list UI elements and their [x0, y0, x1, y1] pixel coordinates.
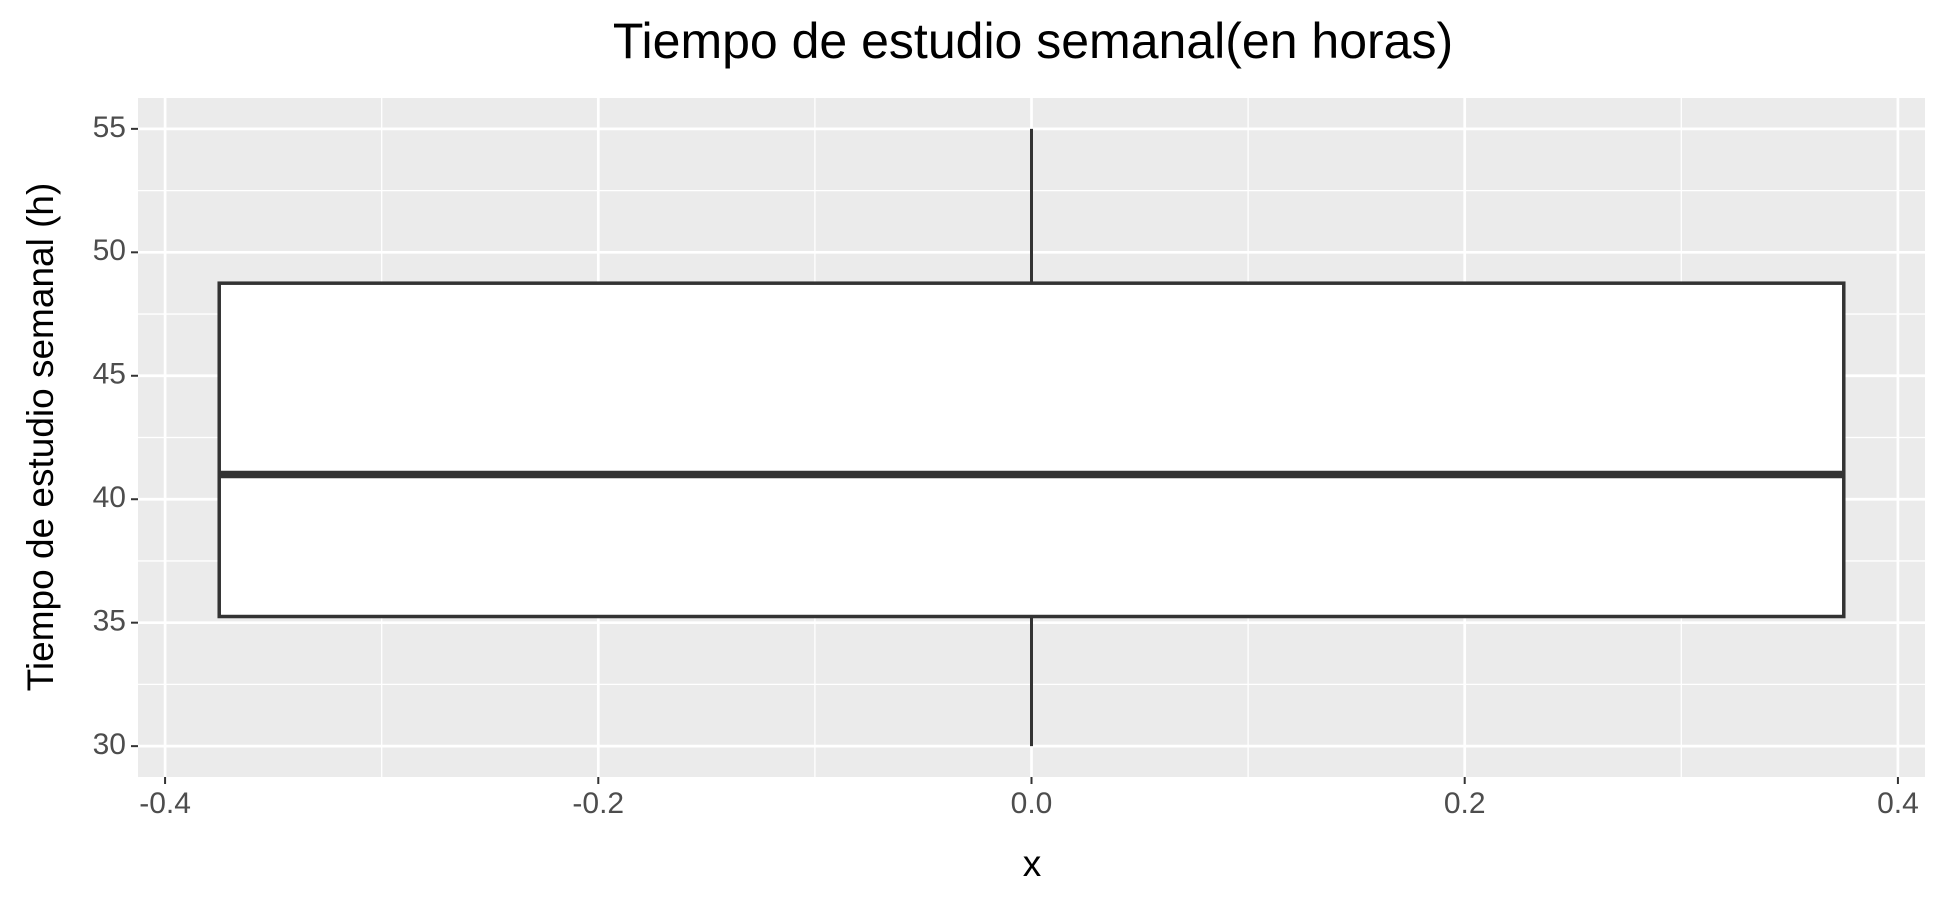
x-axis-title: x [1023, 843, 1042, 884]
x-tick-label: 0.4 [1877, 787, 1919, 820]
box [217, 281, 1846, 619]
x-tick-label: -0.4 [139, 787, 191, 820]
y-tick-label: 40 [93, 481, 126, 514]
x-tick-label: 0.2 [1444, 787, 1486, 820]
y-tick-label: 55 [93, 111, 126, 144]
y-tick-label: 35 [93, 605, 126, 638]
y-tick-label: 45 [93, 358, 126, 391]
y-axis-title: Tiempo de estudio semanal (h) [20, 183, 61, 692]
x-tick-label: -0.2 [572, 787, 624, 820]
x-tick-label: 0.0 [1011, 787, 1053, 820]
y-tick-label: 30 [93, 728, 126, 761]
y-tick-label: 50 [93, 234, 126, 267]
chart-title: Tiempo de estudio semanal(en horas) [613, 13, 1453, 69]
